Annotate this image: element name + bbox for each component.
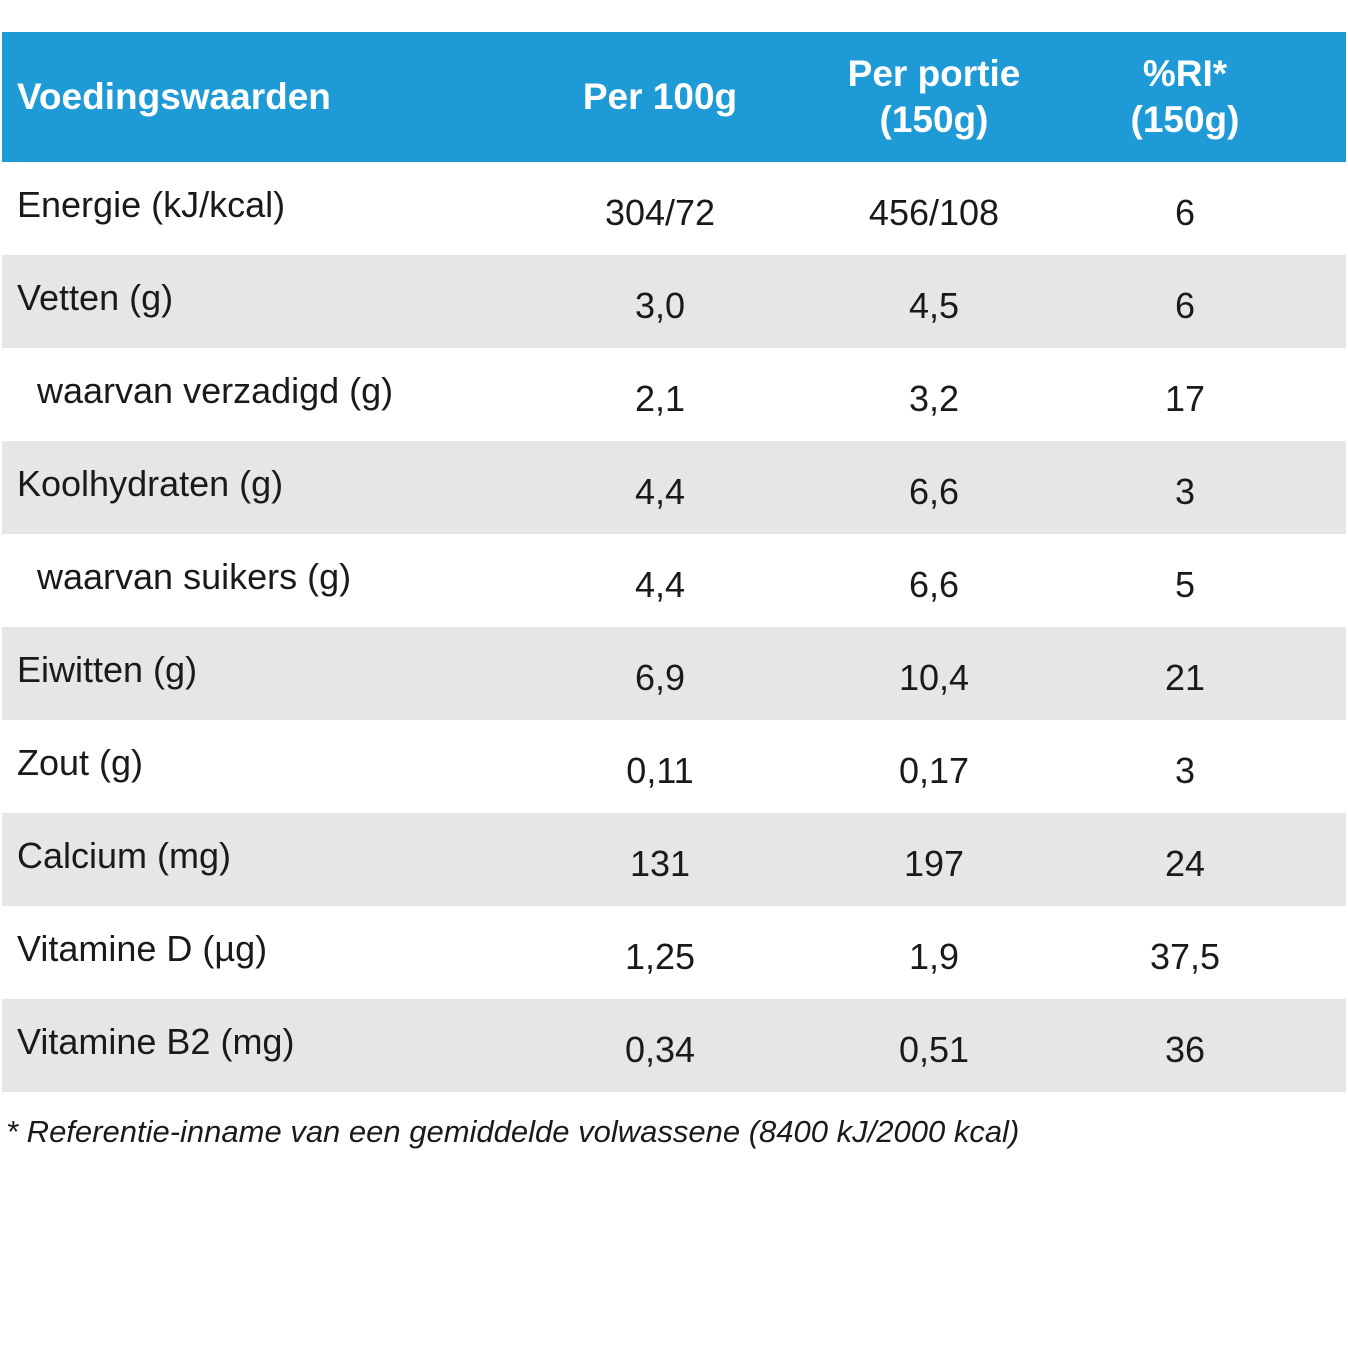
row-label: waarvan suikers (g) — [37, 555, 352, 597]
ri-value: 6 — [1174, 191, 1196, 233]
table-row: waarvan suikers (g) 4,4 6,6 5 — [2, 534, 1346, 627]
per-100g-value: 304/72 — [604, 191, 716, 233]
ri-value: 37,5 — [1149, 935, 1221, 977]
table-row: Koolhydraten (g) 4,4 6,6 3 — [2, 441, 1346, 534]
row-label: Vitamine B2 (mg) — [17, 1020, 295, 1062]
per-100g-value: 1,25 — [624, 935, 696, 977]
per-100g-value: 3,0 — [634, 284, 686, 326]
header-per-100g: Per 100g — [582, 75, 738, 117]
table-row: waarvan verzadigd (g) 2,1 3,2 17 — [2, 348, 1346, 441]
per-portion-value: 10,4 — [898, 656, 970, 698]
per-portion-value: 0,17 — [898, 749, 970, 791]
row-label: Energie (kJ/kcal) — [17, 183, 286, 225]
ri-value: 6 — [1174, 284, 1196, 326]
header-nutrients: Voedingswaarden — [17, 75, 331, 117]
table-row: Vitamine B2 (mg) 0,34 0,51 36 — [2, 999, 1346, 1092]
row-label: Calcium (mg) — [17, 834, 232, 876]
per-portion-value: 197 — [903, 842, 965, 884]
header-ri-line1: %RI* — [1142, 52, 1228, 94]
per-100g-value: 4,4 — [634, 563, 686, 605]
row-label: Koolhydraten (g) — [17, 462, 284, 504]
per-portion-value: 6,6 — [908, 470, 960, 512]
row-label: Zout (g) — [17, 741, 144, 783]
table-row: Vitamine D (µg) 1,25 1,9 37,5 — [2, 906, 1346, 999]
row-label: Eiwitten (g) — [17, 648, 198, 690]
per-100g-value: 6,9 — [634, 656, 686, 698]
table-row: Zout (g) 0,11 0,17 3 — [2, 720, 1346, 813]
footnote: * Referentie-inname van een gemiddelde v… — [6, 1114, 1020, 1149]
row-label: Vitamine D (µg) — [17, 927, 268, 969]
header-per-portion-line1: Per portie — [847, 52, 1021, 94]
per-100g-value: 0,34 — [624, 1028, 696, 1070]
ri-value: 3 — [1174, 749, 1196, 791]
per-portion-value: 6,6 — [908, 563, 960, 605]
row-label: Vetten (g) — [17, 276, 174, 318]
per-portion-value: 0,51 — [898, 1028, 970, 1070]
per-portion-value: 3,2 — [908, 377, 960, 419]
row-label: waarvan verzadigd (g) — [37, 369, 394, 411]
header-per-portion: Per portie (150g) — [801, 32, 1067, 162]
ri-value: 3 — [1174, 470, 1196, 512]
per-portion-value: 4,5 — [908, 284, 960, 326]
per-100g-value: 4,4 — [634, 470, 686, 512]
ri-value: 21 — [1164, 656, 1206, 698]
table-row: Eiwitten (g) 6,9 10,4 21 — [2, 627, 1346, 720]
ri-value: 17 — [1164, 377, 1206, 419]
header-per-portion-line2: (150g) — [879, 99, 989, 140]
per-100g-value: 2,1 — [634, 377, 686, 419]
table-header: Voedingswaarden Per 100g Per portie (150… — [2, 32, 1346, 162]
header-ri: %RI* (150g) — [1052, 32, 1318, 162]
ri-value: 36 — [1164, 1028, 1206, 1070]
per-100g-value: 131 — [629, 842, 691, 884]
per-portion-value: 456/108 — [868, 191, 1000, 233]
table-row: Calcium (mg) 131 197 24 — [2, 813, 1346, 906]
table-row: Vetten (g) 3,0 4,5 6 — [2, 255, 1346, 348]
ri-value: 24 — [1164, 842, 1206, 884]
nutrition-table: Voedingswaarden Per 100g Per portie (150… — [2, 32, 1346, 1092]
ri-value: 5 — [1174, 563, 1196, 605]
header-ri-line2: (150g) — [1130, 99, 1240, 140]
table-row: Energie (kJ/kcal) 304/72 456/108 6 — [2, 162, 1346, 255]
per-100g-value: 0,11 — [626, 749, 694, 791]
per-portion-value: 1,9 — [908, 935, 960, 977]
